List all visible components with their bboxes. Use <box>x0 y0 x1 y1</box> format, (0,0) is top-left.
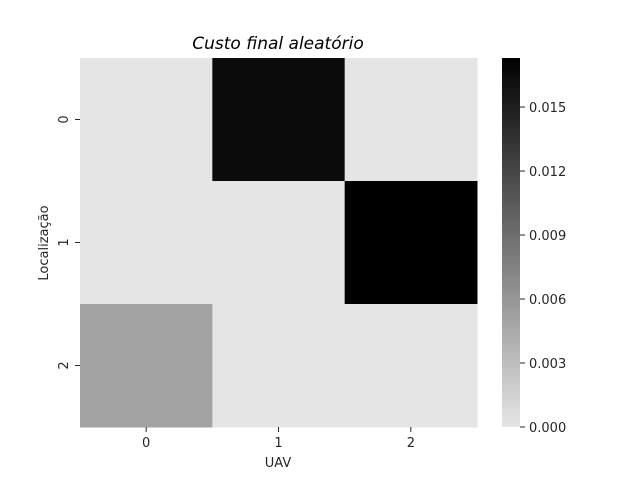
x-tick-label: 1 <box>274 436 282 451</box>
y-tick-label: 2 <box>57 361 72 369</box>
heatmap-cell <box>212 304 346 428</box>
heatmap-cell <box>344 181 478 305</box>
heatmap-cell <box>80 58 213 182</box>
colorbar-tick-label: 0.012 <box>529 165 566 180</box>
x-axis-label: UAV <box>265 456 292 471</box>
colorbar-tick-label: 0.015 <box>529 101 566 116</box>
colorbar-tick-label: 0.000 <box>529 421 566 436</box>
colorbar-tick-label: 0.006 <box>529 293 566 308</box>
y-axis: 0 1 2 <box>57 115 80 370</box>
y-axis-label: Localização <box>37 205 52 280</box>
colorbar-tick-label: 0.003 <box>529 357 566 372</box>
heatmap-cell <box>344 58 478 182</box>
colorbar-ticks: 0.000 0.003 0.006 0.009 0.012 0.015 <box>520 101 566 436</box>
y-tick-label: 0 <box>57 115 72 123</box>
chart-title: Custo final aleatório <box>192 34 363 54</box>
y-tick-label: 1 <box>57 238 72 246</box>
heatmap-cell <box>80 304 213 428</box>
colorbar-tick-label: 0.009 <box>529 229 566 244</box>
heatmap-cell <box>212 58 346 182</box>
x-tick-label: 0 <box>142 436 150 451</box>
heatmap-cells <box>80 58 478 428</box>
heatmap-cell <box>344 304 478 428</box>
x-axis: 0 1 2 <box>142 427 415 451</box>
x-tick-label: 2 <box>407 436 415 451</box>
colorbar <box>502 58 520 427</box>
heatmap-cell <box>212 181 346 305</box>
heatmap-cell <box>80 181 213 305</box>
